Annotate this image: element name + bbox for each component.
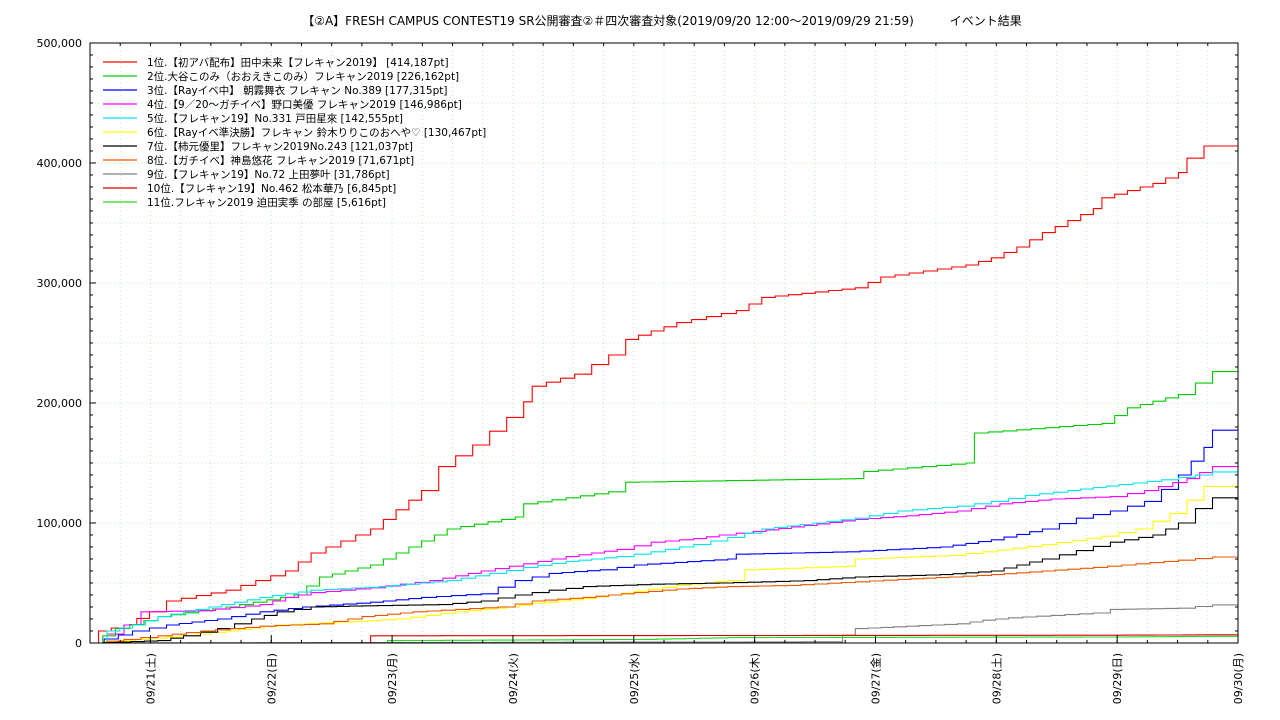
x-tick-label: 09/25(水) — [628, 653, 641, 704]
series-line-4 — [90, 466, 1238, 644]
grid — [90, 43, 1238, 643]
legend-entry: 4位.【9／20〜ガチイベ】野口美優 フレキャン2019 [146,986pt] — [147, 98, 462, 111]
legend-entry: 2位.大谷このみ（おおえきこのみ）フレキャン2019 [226,162pt] — [147, 70, 459, 83]
series-line-1 — [90, 145, 1238, 644]
y-tick-label: 0 — [75, 637, 82, 650]
y-tick-label: 500,000 — [37, 37, 83, 50]
legend: 1位.【初アバ配布】田中未来【フレキャン2019】 [414,187pt]2位.… — [103, 56, 486, 209]
x-tick-label: 09/27(金) — [868, 653, 882, 704]
x-tick-label: 09/21(土) — [144, 653, 157, 704]
series-line-8 — [90, 556, 1238, 644]
x-tick-label: 09/22(日) — [265, 653, 278, 704]
x-tick-label: 09/28(土) — [990, 653, 1003, 704]
series-line-7 — [90, 497, 1238, 644]
series-line-5 — [90, 471, 1238, 644]
y-tick-label: 300,000 — [37, 277, 83, 290]
x-tick-label: 09/24(火) — [507, 653, 520, 704]
x-tick-label: 09/30(月) — [1232, 653, 1245, 704]
x-tick-label: 09/26(木) — [749, 653, 762, 704]
y-tick-label: 200,000 — [37, 397, 83, 410]
legend-entry: 9位.【フレキャン19】No.72 上田夢叶 [31,786pt] — [147, 168, 390, 181]
legend-entry: 10位.【フレキャン19】No.462 松本華乃 [6,845pt] — [147, 182, 396, 195]
y-tick-label: 400,000 — [37, 157, 83, 170]
legend-entry: 8位.【ガチイベ】神島悠花 フレキャン2019 [71,671pt] — [147, 154, 414, 167]
y-tick-label: 100,000 — [37, 517, 83, 530]
chart-title: 【②A】FRESH CAMPUS CONTEST19 SR公開審査②＃四次審査対… — [302, 13, 1022, 28]
legend-entry: 7位.【柿元優里】フレキャン2019No.243 [121,037pt] — [147, 140, 413, 153]
legend-entry: 6位.【Rayイベ準決勝】フレキャン 鈴木りりこのおへや♡ [130,467pt… — [147, 126, 486, 139]
series-line-3 — [90, 429, 1238, 644]
x-tick-label: 09/23(月) — [386, 653, 399, 704]
legend-entry: 5位.【フレキャン19】No.331 戸田星來 [142,555pt] — [147, 112, 403, 125]
series-line-2 — [90, 371, 1238, 644]
legend-entry: 11位.フレキャン2019 迫田実季 の部屋 [5,616pt] — [147, 196, 386, 209]
legend-entry: 3位.【Rayイベ中】 朝霧舞衣 フレキャン No.389 [177,315pt… — [147, 84, 447, 97]
x-tick-label: 09/29(日) — [1111, 653, 1124, 704]
series-lines — [90, 145, 1238, 644]
axes: 0 100,000 200,000 300,000 400,000 500,000 09/2… — [37, 37, 1246, 704]
legend-entry: 1位.【初アバ配布】田中未来【フレキャン2019】 [414,187pt] — [147, 56, 449, 69]
